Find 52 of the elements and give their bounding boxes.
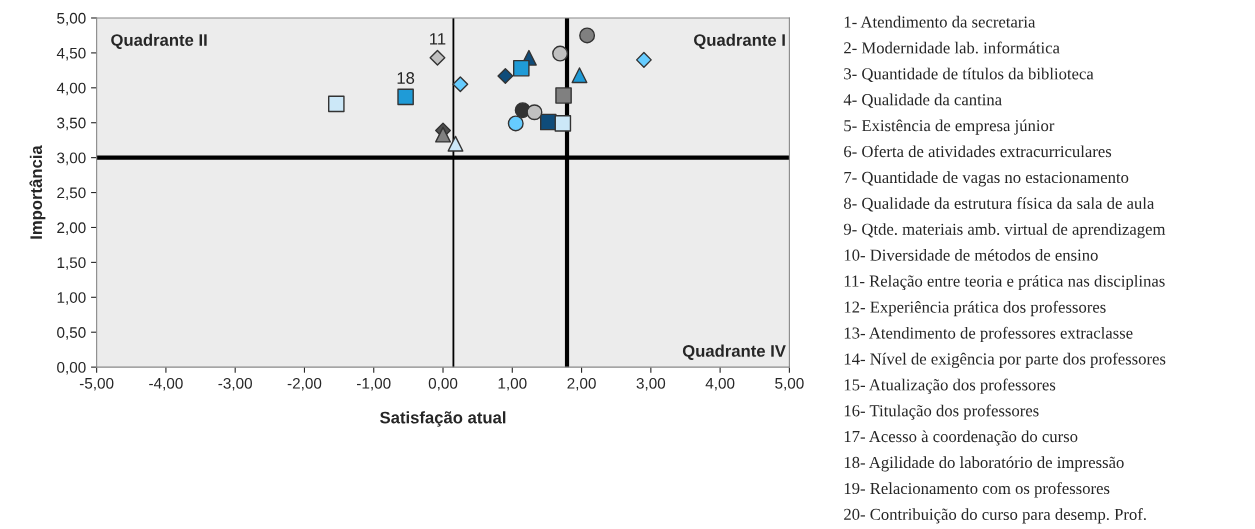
x-tick-label: 0,00: [428, 377, 458, 391]
x-tick-label: 5,00: [775, 377, 804, 391]
x-tick-label: -1,00: [357, 377, 391, 391]
y-tick-label: 0,00: [57, 361, 86, 375]
x-tick-label: -5,00: [79, 377, 114, 391]
text: 15- Atualização dos professores: [844, 378, 1056, 394]
annotation: 18: [397, 72, 415, 84]
text: 17- Acesso à coordenação do curso: [844, 430, 1078, 446]
text: 18- Agilidade do laboratório de impressão: [844, 456, 1124, 472]
text: 10- Diversidade de métodos de ensino: [844, 249, 1098, 261]
text: 9- Qtde. materiais amb. virtual de aprendizagem: [843, 223, 1166, 239]
annotation: 11: [430, 33, 446, 45]
text: 4- Qualidade da cantina: [843, 93, 1002, 108]
text: 3- Quantidade de títulos da biblioteca: [844, 67, 1094, 82]
y-tick-label: 5,00: [57, 12, 86, 26]
text: 12- Experiência prática dos professores: [844, 300, 1106, 317]
x-tick-label: -2,00: [287, 377, 322, 391]
point: [435, 126, 451, 143]
annotation: Quadrante I: [694, 33, 785, 50]
text: 7- Quantidade de vagas no estacionamento: [844, 171, 1129, 187]
text: 6- Oferta de atividades extracurriculares: [844, 145, 1112, 158]
y-tick-label: 1,00: [57, 292, 86, 305]
annotation: Quadrante II: [111, 33, 207, 50]
text: 1- Atendimento da secretaria: [844, 15, 1036, 28]
y-tick-label: 3,50: [57, 117, 86, 131]
point: [635, 51, 652, 68]
x-axis-title: Satisfação atual: [380, 411, 506, 427]
point: [452, 76, 469, 93]
x-tick-label: 2,00: [567, 377, 596, 391]
x-tick-label: -4,00: [149, 377, 183, 391]
x-tick-label: -3,00: [218, 377, 252, 391]
text: 5- Existência de empresa júnior: [844, 119, 1055, 135]
text: 2- Modernidade lab. informática: [844, 41, 1060, 54]
text: 19- Relacionamento com os professores: [844, 482, 1110, 498]
y-tick-label: 4,50: [56, 47, 86, 61]
text: 20- Contribuição do curso para desemp. Prof.: [844, 508, 1146, 524]
text: 8- Qualidade da estrutura física da sala de aula: [844, 197, 1155, 212]
x-tick-label: 4,00: [705, 377, 735, 391]
text: 13- Atendimento de professores extraclasse: [844, 326, 1133, 343]
y-tick-label: 2,00: [57, 222, 86, 235]
text: 14- Nível de exigência por parte dos professores: [844, 352, 1166, 368]
y-tick-label: 0,50: [57, 327, 86, 340]
x-tick-label: 3,00: [636, 377, 666, 391]
x-tick-label: 1,00: [498, 377, 527, 391]
annotation: Quadrante IV: [682, 344, 786, 360]
text: 16- Titulação dos professores: [844, 404, 1039, 420]
text: 11- Relação entre teoria e prática nas disciplinas: [844, 274, 1165, 291]
y-tick-label: 4,00: [56, 82, 86, 96]
y-tick-label: 3,00: [57, 152, 86, 166]
y-tick-label: 2,50: [57, 187, 86, 201]
y-tick-label: 1,50: [57, 257, 86, 270]
y-axis-title: Importância: [29, 145, 46, 239]
